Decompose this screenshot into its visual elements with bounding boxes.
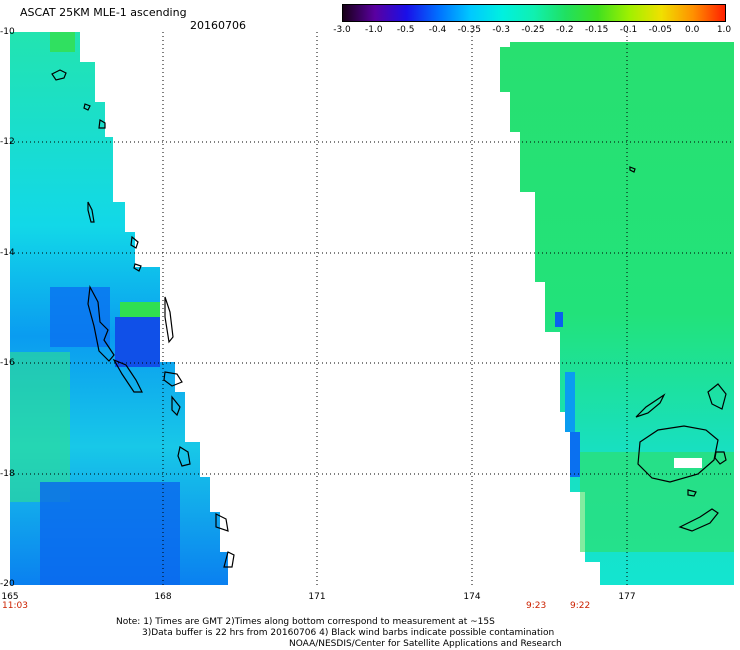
lon-label: 171 <box>308 592 326 602</box>
colorbar-tick-label: -0.1 <box>619 25 638 35</box>
chart-title: ASCAT 25KM MLE-1 ascending <box>20 6 187 19</box>
time-label: 9:22 <box>570 601 591 611</box>
swath-east-patch <box>580 452 734 552</box>
swath-east-patch <box>674 458 702 468</box>
colorbar-tick-label: -0.25 <box>521 25 545 35</box>
lat-label: -10 <box>0 27 15 37</box>
colorbar-tick-label: -0.05 <box>648 25 672 35</box>
swath-west-patch <box>50 32 75 52</box>
footer-note: Note: 1) Times are GMT 2)Times along bot… <box>116 617 495 627</box>
swath-east-patch <box>555 312 563 327</box>
colorbar-tick-label: -0.35 <box>457 25 481 35</box>
colorbar-tick-label: -1.0 <box>365 25 383 35</box>
lat-label: -16 <box>0 358 15 368</box>
lat-label: -20 <box>0 579 15 589</box>
colorbar-tick-label: 1.0 <box>716 25 732 35</box>
colorbar-tick-label: -0.4 <box>428 25 447 35</box>
swath-map <box>10 32 734 585</box>
footer-note: 3)Data buffer is 22 hrs from 20160706 4)… <box>142 628 555 638</box>
swath-east-patch <box>570 432 580 477</box>
lat-label: -14 <box>0 248 15 258</box>
colorbar-tick-label: -0.3 <box>492 25 510 35</box>
swath-west-patch <box>50 287 110 347</box>
lon-label: 174 <box>463 592 481 602</box>
lat-label: -18 <box>0 469 15 479</box>
swath-west-patch <box>115 317 160 367</box>
swath-west-patch <box>10 352 70 502</box>
colorbar-tick-label: -0.5 <box>396 25 415 35</box>
swath-east <box>500 42 734 585</box>
lat-label: -12 <box>0 137 15 147</box>
coastlines <box>51 69 727 568</box>
footer-note: NOAA/NESDIS/Center for Satellite Applica… <box>289 639 562 649</box>
swath-west-patch <box>40 482 180 585</box>
time-label: 11:03 <box>2 601 28 611</box>
colorbar-tick-label: 0.0 <box>684 25 700 35</box>
colorbar-tick-label: -0.2 <box>556 25 574 35</box>
swath-east-patch <box>565 372 575 432</box>
lon-label: 168 <box>154 592 172 602</box>
time-label: 9:23 <box>526 601 547 611</box>
grid <box>10 32 734 585</box>
lon-label: 165 <box>1 592 19 602</box>
colorbar-tick-label: -3.0 <box>333 25 351 35</box>
colorbar <box>342 4 726 22</box>
chart-date: 20160706 <box>190 19 246 32</box>
lon-label: 177 <box>618 592 636 602</box>
colorbar-tick-label: -0.15 <box>585 25 609 35</box>
